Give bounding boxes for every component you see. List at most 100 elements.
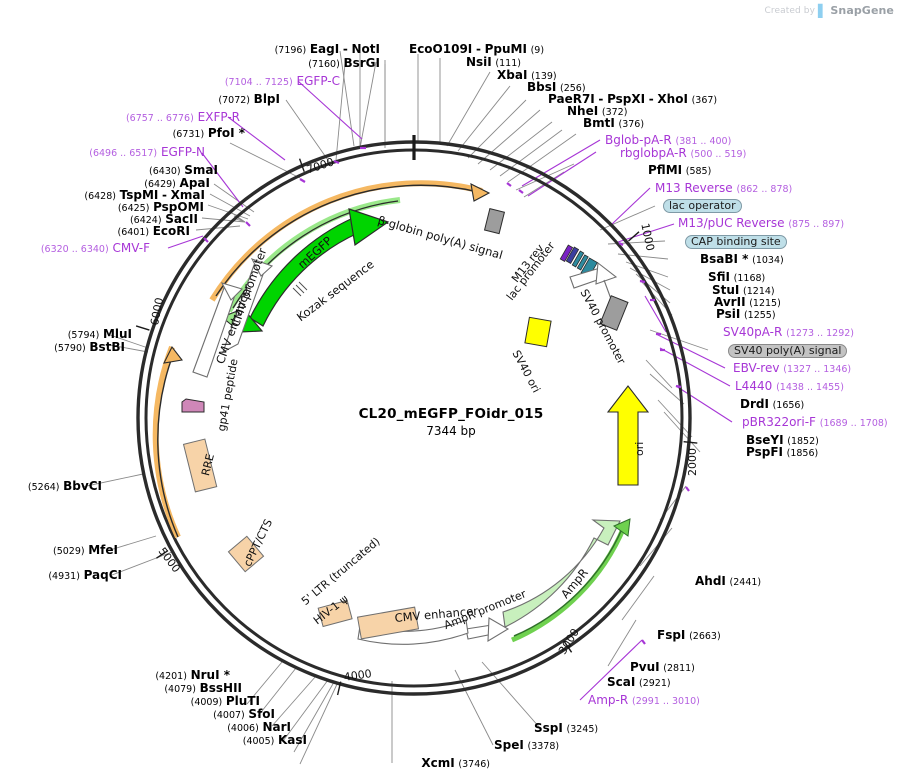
enzyme-name: AvrII <box>714 295 746 309</box>
label-pos: (6731) <box>172 129 205 140</box>
plasmid-backbone <box>136 135 692 696</box>
plasmid-size: 7344 bp <box>426 424 476 438</box>
label-pos: (2921) <box>638 678 671 689</box>
enzyme-name: AhdI <box>695 574 726 588</box>
label-pos: (4079) <box>164 684 196 695</box>
label-bbvci: (5264) BbvCI <box>0 480 102 493</box>
enzyme-name: PspFI <box>746 445 783 459</box>
label-pos: (9) <box>530 45 545 56</box>
label-pos: (5794) <box>67 330 100 341</box>
label-sacii: (6424) SacII <box>0 213 198 226</box>
label-pos: (3245) <box>566 724 599 735</box>
label-pos: (367) <box>691 95 718 106</box>
enzyme-name: StuI <box>712 283 740 297</box>
feature-hiv1-psi-block <box>317 599 353 628</box>
enzyme-name: NotI <box>351 42 381 56</box>
leader-lines-primer-top-left <box>167 80 363 249</box>
feature-m13-lac-blocks <box>559 244 598 278</box>
primer-name: Bglob-pA-R <box>605 133 672 147</box>
enzyme-name: MfeI <box>88 543 118 557</box>
label-pfoi: (6731) PfoI * <box>0 127 245 140</box>
enzyme-name: PluTI <box>225 694 260 708</box>
label-xcmi: XcmI (3746) <box>190 757 490 770</box>
enzyme-name: PspXI <box>607 92 646 106</box>
label-blpi: (7072) BlpI <box>0 93 280 106</box>
label-egfp-c: (7104 .. 7125) EGFP-C <box>40 75 340 88</box>
label-pos: (3378) <box>527 741 560 752</box>
label-pos: (1255) <box>743 310 776 321</box>
label-amp-r: Amp-R (2991 .. 3010) <box>588 694 700 707</box>
label-pos: (7160) <box>308 59 340 70</box>
feature-gp41-block <box>181 398 205 413</box>
enzyme-name: EcoO109I <box>409 42 473 56</box>
label-range: (1438 .. 1455) <box>776 382 844 393</box>
feature-arc-orange-top <box>209 180 491 302</box>
label-range: (862 .. 878) <box>736 184 793 195</box>
enzyme-name: XmaI <box>170 188 205 202</box>
label-fspi: FspI (2663) <box>657 629 721 642</box>
enzyme-name: SfiI <box>708 270 731 284</box>
label-pos: (372) <box>601 107 628 118</box>
feature-cppt-cts-block <box>227 535 265 573</box>
label-bsabi: BsaBI * (1034) <box>700 253 784 266</box>
label-range: (2991 .. 3010) <box>632 696 700 707</box>
label-nhei: NheI (372) <box>567 105 627 118</box>
label-range: (7104 .. 7125) <box>224 77 293 88</box>
page-title: CL20_mEGFP_FOidr_015 <box>358 406 544 422</box>
enzyme-name: BssHII <box>199 681 242 695</box>
label-nrui: (4201) NruI * <box>0 669 230 682</box>
feature-rre-block <box>182 438 218 493</box>
enzyme-name: PaqCI <box>83 568 122 582</box>
enzyme-name: XbaI <box>497 68 528 82</box>
label-range: (6496 .. 6517) <box>89 148 158 159</box>
primer-name: EBV-rev <box>733 361 780 375</box>
label-sfii: SfiI (1168) <box>708 271 765 284</box>
label-bsrgi: (7160) BsrGI <box>80 57 380 70</box>
enzyme-name: SspI <box>534 721 563 735</box>
label-tspmi-xmai: (6428) TspMI - XmaI <box>84 188 205 202</box>
label-pos: (1214) <box>743 286 775 297</box>
label-kasi: (4005) KasI <box>7 734 307 747</box>
label-pos: (2811) <box>663 663 695 674</box>
label-bstbi: (5790) BstBI <box>0 341 125 354</box>
label-m13-reverse: M13 Reverse (862 .. 878) <box>655 182 792 195</box>
enzyme-name: PflMI <box>648 163 683 177</box>
enzyme-name: ApaI <box>179 176 210 190</box>
label-mfei: (5029) MfeI <box>0 544 118 557</box>
label-cmv-f: (6320 .. 6340) CMV-F <box>0 242 150 255</box>
enzyme-name: SfoI <box>248 707 275 721</box>
enzyme-name: BseYI <box>746 433 784 447</box>
label-pos: (6428) <box>84 191 116 202</box>
label-paer7i-pspxi-xhoi: PaeR7I - PspXI - XhoI (367) <box>548 92 718 106</box>
label-pos: (5029) <box>52 546 85 557</box>
label-nari: (4006) NarI <box>0 721 291 734</box>
enzyme-name: BsaBI * <box>700 252 749 266</box>
label-sv40pa-r: SV40pA-R (1273 .. 1292) <box>723 326 854 339</box>
label-pluti: (4009) PluTI <box>0 695 260 708</box>
primer-name: pBR322ori-F <box>742 415 816 429</box>
label-pos: (111) <box>495 58 521 69</box>
label-rglobpa-r: rbglobpA-R (500 .. 519) <box>620 147 746 160</box>
label-pos: (139) <box>531 71 557 82</box>
primer-name: L4440 <box>735 379 773 393</box>
label-bmti: BmtI (376) <box>583 117 644 130</box>
label-apai: (6429) ApaI <box>0 177 210 190</box>
label-cap-binding-site: CAP binding site <box>685 235 787 249</box>
enzyme-name: XhoI <box>657 92 688 106</box>
label-range: (875 .. 897) <box>788 219 845 230</box>
label-pos: (6430) <box>149 166 181 177</box>
primer-name: rbglobpA-R <box>620 146 687 160</box>
label-sv40-polya-signal: SV40 poly(A) signal <box>728 344 848 358</box>
watermark-brand: SnapGene <box>830 4 894 17</box>
label-pos: (6424) <box>129 215 162 226</box>
label-pos: (6429) <box>144 179 176 190</box>
label-pos: (1856) <box>786 448 819 459</box>
snapgene-logo-icon: ▌ <box>818 3 828 18</box>
enzyme-name: PsiI <box>716 307 741 321</box>
label-pos: (5790) <box>54 343 86 354</box>
label-bsshii: (4079) BssHII <box>0 682 242 695</box>
primer-name: CMV-F <box>112 241 150 255</box>
label-pos: (1168) <box>733 273 766 284</box>
label-pos: (3746) <box>458 759 490 770</box>
enzyme-name: MluI <box>102 327 132 341</box>
